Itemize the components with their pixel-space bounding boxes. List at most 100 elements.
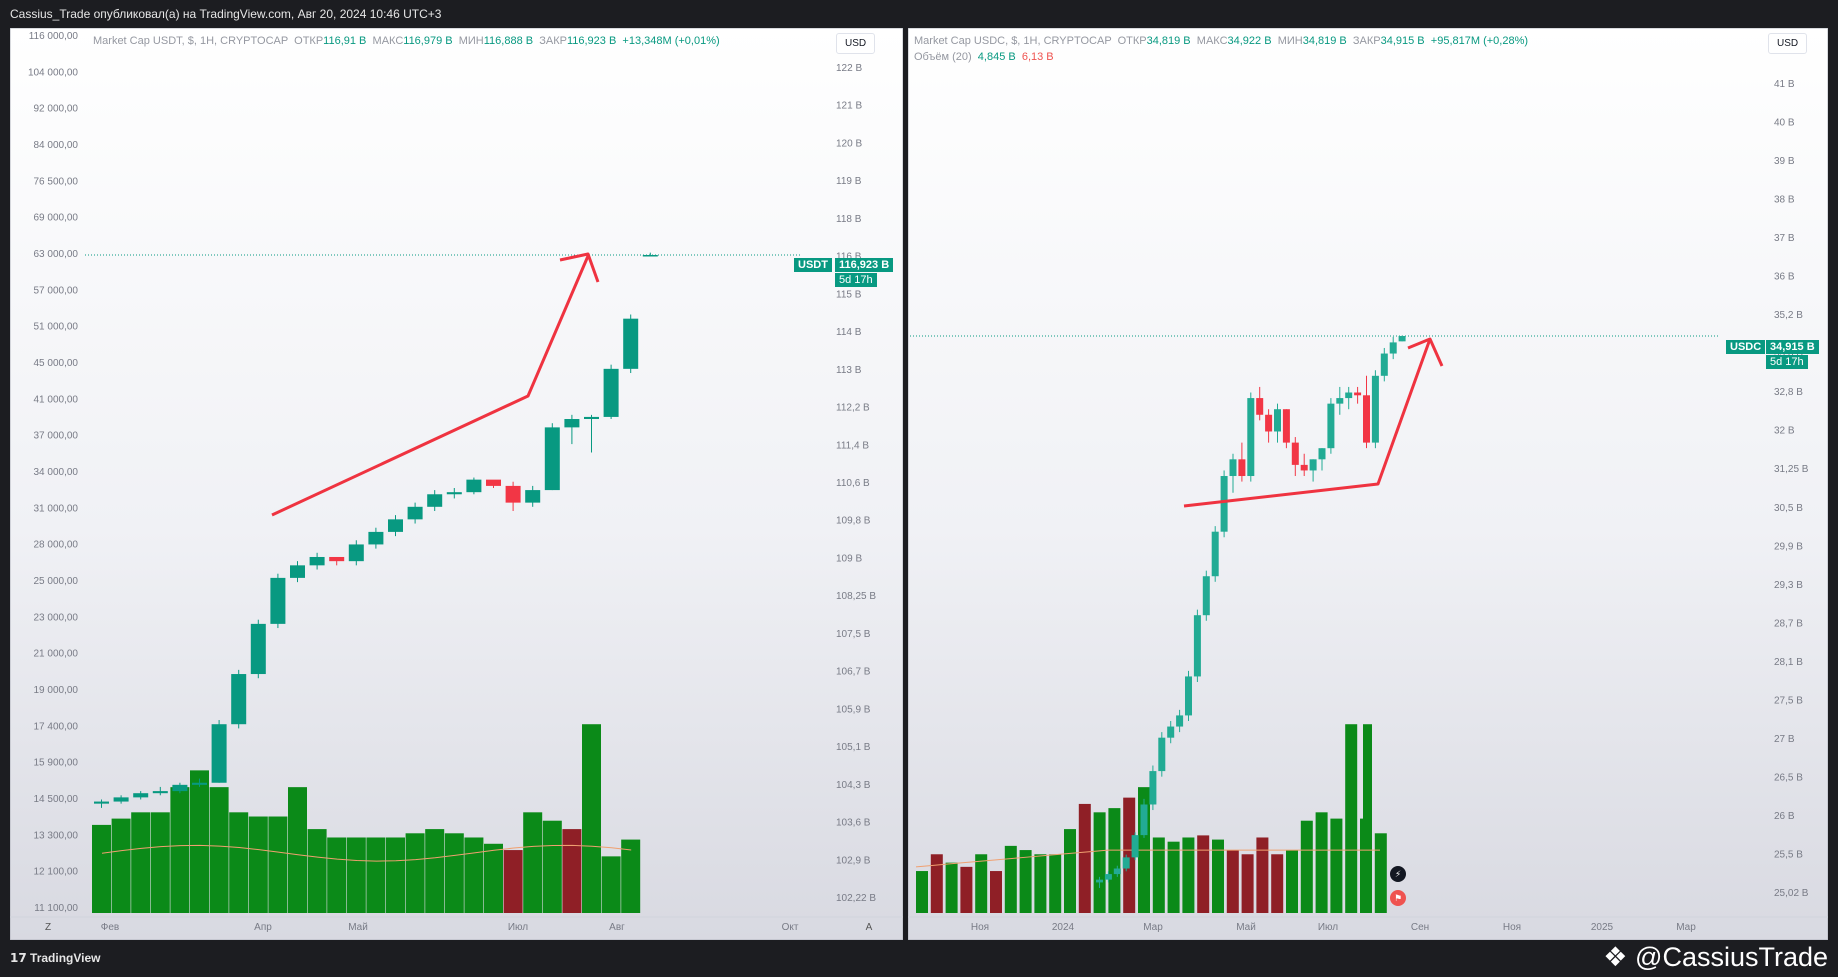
usdt-volume-bar: [229, 812, 249, 913]
usdc-candle-body: [1380, 353, 1388, 376]
usdc-right-tick-label: 37 B: [1774, 233, 1795, 244]
volume-indicator-label: Объём (20): [914, 51, 972, 63]
usdc-volume-bar: [916, 871, 928, 913]
usdt-chart-canvas[interactable]: 116 000,00 104 000,00 92 000,00 84 000,00 76…: [10, 28, 903, 940]
usdc-volume-bar: [1197, 835, 1210, 913]
usdt-candle-body: [133, 793, 149, 798]
usdt-left-tick-label: 45 000,00: [34, 358, 79, 369]
usdt-volume-bar: [621, 839, 641, 913]
usdt-right-tick-label: 105,9 B: [836, 704, 871, 715]
usdc-right-tick-label: 38 B: [1774, 195, 1795, 206]
usdc-volume-bar: [1093, 812, 1106, 913]
usdt-volume-bar: [248, 816, 268, 913]
usdc-change-value: +95,817M (+0,28%): [1430, 35, 1529, 47]
usdc-right-tick-label: 27 B: [1774, 734, 1795, 745]
usdt-open-label: ОТКР: [294, 35, 324, 47]
usdc-candle-body: [1256, 398, 1264, 415]
usdt-time-tick-label: Апр: [254, 922, 272, 933]
usdc-right-tick-label: 39 B: [1774, 156, 1795, 167]
usdt-candle-body: [446, 492, 462, 495]
usdt-volume-bar: [170, 787, 190, 913]
usdc-volume-bar: [945, 862, 958, 913]
usdt-right-tick-label: 109 B: [836, 553, 862, 564]
usdc-right-tick-label: 33,6 B: [1774, 349, 1803, 360]
usdt-left-tick-label: 11 100,00: [34, 903, 78, 914]
usdt-right-tick-label: 105,1 B: [836, 742, 871, 753]
usdt-volume-bar: [464, 837, 484, 913]
usdc-chart-pane[interactable]: 41 B 40 B 39 B 38 B 37 B 36 B 35,2 B 33,6 B 32,8…: [908, 28, 1828, 940]
usdt-change-value: +13,348M (+0,01%): [622, 35, 720, 47]
usdt-chart-pane[interactable]: 116 000,00 104 000,00 92 000,00 84 000,00 76…: [10, 28, 903, 940]
usdt-left-tick-label: 21 000,00: [34, 649, 79, 660]
auto-scale-z-button[interactable]: Z: [44, 922, 52, 933]
usdc-volume-bar: [1064, 829, 1076, 913]
usdc-candle-body: [1327, 403, 1335, 449]
usdc-currency-button[interactable]: USD: [1768, 33, 1808, 54]
usdt-volume-bar: [131, 812, 151, 913]
publish-header: Cassius_Trade опубликовал(а) на TradingV…: [0, 0, 1838, 28]
usdc-close-value: 34,915 B: [1380, 35, 1425, 47]
publisher-text: Cassius_Trade опубликовал(а) на TradingV…: [10, 7, 442, 21]
usdc-candle-body: [1176, 715, 1184, 727]
usdc-volume-bar: [1315, 812, 1328, 913]
usdc-candle-body: [1211, 531, 1219, 577]
usdt-left-tick-label: 41 000,00: [34, 394, 79, 405]
usdt-volume-bar: [92, 824, 111, 913]
usdt-left-tick-label: 63 000,00: [34, 249, 79, 260]
usdt-time-tick-label: Окт: [782, 922, 799, 933]
usdc-volume-bar: [1019, 850, 1032, 913]
usdc-right-tick-label: 35,2 B: [1774, 310, 1803, 321]
usdt-candle-body: [113, 797, 129, 802]
auto-scale-a-button[interactable]: A: [865, 922, 873, 933]
usdc-candle-body: [1318, 448, 1326, 460]
usdc-volume-bar: [1226, 850, 1239, 913]
usdc-candle-body: [1131, 835, 1139, 858]
usdt-left-tick-label: 116 000,00: [29, 31, 79, 42]
usdc-volume-bar: [975, 854, 988, 913]
usdc-right-tick-label: 40 B: [1774, 118, 1795, 129]
usdt-low-value: 116,888 B: [483, 35, 534, 47]
usdt-open-value: 116,91 B: [323, 35, 367, 47]
usdc-right-tick-label: 32,8 B: [1774, 387, 1803, 398]
usdc-right-tick-label: 27,5 B: [1774, 695, 1803, 706]
usdt-volume-ma-line: [101, 844, 632, 862]
usdc-volume-bar: [1034, 854, 1047, 913]
usdc-open-value: 34,819 B: [1146, 35, 1191, 47]
usdt-right-tick-label: 111,4 B: [836, 440, 869, 451]
usdc-candle-body: [1247, 398, 1255, 477]
usdt-candle-body: [348, 544, 364, 562]
tv-logo-icon: 𝟭𝟳: [10, 951, 31, 965]
usdc-volume-bar: [1271, 854, 1284, 913]
usdc-volume-bar: [1152, 837, 1165, 913]
usdc-candle-body: [1300, 464, 1308, 471]
usdt-candle-body: [603, 368, 619, 417]
usdc-symbol-title: Market Cap USDC, $, 1H, CRYPTOCAP: [914, 35, 1112, 47]
usdt-volume-bar: [288, 787, 307, 913]
usdc-volume-bar: [1286, 850, 1298, 913]
usdc-right-tick-label: 28,7 B: [1774, 618, 1803, 629]
usdc-candle-body: [1220, 476, 1228, 532]
usdc-volume-bar: [1300, 820, 1313, 913]
usdt-volume-bar: [386, 837, 405, 913]
usdc-time-tick-label: Сен: [1411, 922, 1429, 933]
usdc-low-value: 34,819 B: [1302, 35, 1347, 47]
usdc-chart-canvas[interactable]: 41 B 40 B 39 B 38 B 37 B 36 B 35,2 B 33,6 B 32,8…: [908, 28, 1828, 940]
usdt-right-tick-label: 116 B: [836, 252, 862, 263]
watermark-text: @CassiusTrade: [1635, 942, 1828, 972]
usdt-left-tick-label: 17 400,00: [34, 721, 79, 732]
usdt-currency-button[interactable]: USD: [836, 33, 876, 54]
usdc-volume-bar: [930, 854, 943, 913]
lightning-icon[interactable]: ⚡: [1390, 866, 1406, 882]
tradingview-logo[interactable]: 𝟭𝟳 TradingView: [10, 951, 101, 965]
usdt-candle-body: [427, 494, 443, 507]
usdt-right-tick-label: 121 B: [836, 101, 862, 112]
usdc-open-label: ОТКР: [1117, 35, 1147, 47]
usdt-left-tick-label: 13 300,00: [34, 830, 79, 841]
usdc-candle-body: [1336, 398, 1344, 404]
usdt-left-tick-label: 51 000,00: [34, 322, 79, 333]
usdt-right-tick-label: 108,25 B: [836, 591, 876, 602]
us-flag-icon[interactable]: ⚑: [1390, 890, 1406, 906]
usdt-right-tick-label: 107,5 B: [836, 629, 871, 640]
usdc-countdown-badge: 5d 17h: [1766, 355, 1808, 369]
usdc-volume-bar: [1212, 839, 1224, 913]
